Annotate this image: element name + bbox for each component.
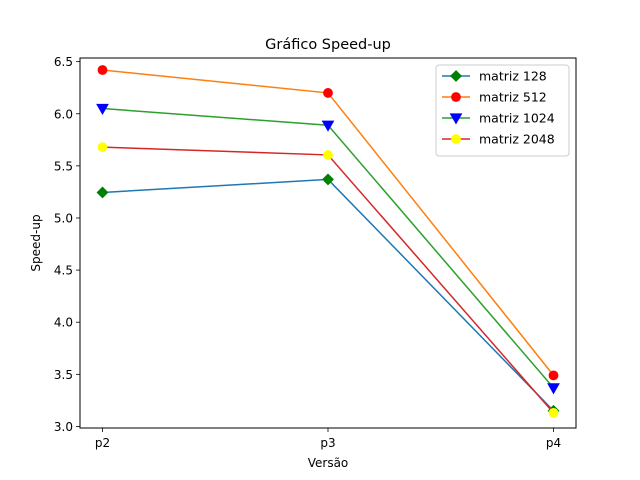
legend-marker-matriz-512 <box>451 92 461 102</box>
y-tick-label-6-0: 6.0 <box>54 107 73 121</box>
data-point-matriz-128-p2 <box>96 186 109 199</box>
y-axis: 3.0 3.5 4.0 4.5 5.0 5.5 6.0 6.5 <box>54 55 80 434</box>
data-point-matriz-128-p3 <box>322 173 334 186</box>
y-axis-label: Speed-up <box>29 214 43 271</box>
legend-item-matriz-1024: matriz 1024 <box>442 111 555 126</box>
data-point-matriz-2048-p4 <box>548 407 559 418</box>
x-axis: p2 p3 p4 <box>95 428 561 450</box>
legend-item-matriz-512: matriz 512 <box>442 90 547 105</box>
legend-label-matriz-512: matriz 512 <box>479 90 547 105</box>
legend-marker-matriz-2048 <box>451 134 461 144</box>
x-tick-label-p2: p2 <box>95 436 110 450</box>
data-point-matriz-512-p3 <box>323 88 333 98</box>
legend-label-matriz-128: matriz 128 <box>479 69 547 84</box>
y-tick-label-3-0: 3.0 <box>54 420 73 434</box>
y-tick-label-5-5: 5.5 <box>54 159 73 173</box>
x-tick-label-p3: p3 <box>320 436 335 450</box>
data-point-matriz-1024-p4 <box>547 383 560 395</box>
y-tick-label-4-0: 4.0 <box>54 316 73 330</box>
legend: matriz 128 matriz 512 matriz 1024 matriz 20… <box>435 64 570 157</box>
data-point-matriz-1024-p2 <box>96 103 109 116</box>
legend-marker-matriz-1024 <box>449 113 463 125</box>
chart-title: Gráfico Speed-up <box>265 37 391 53</box>
series-matriz-2048 <box>97 142 559 418</box>
legend-item-matriz-2048: matriz 2048 <box>442 132 555 147</box>
legend-label-matriz-2048: matriz 2048 <box>479 132 555 147</box>
y-tick-label-4-5: 4.5 <box>54 264 73 278</box>
plot-area <box>96 65 560 418</box>
data-point-matriz-2048-p3 <box>323 150 333 160</box>
legend-box <box>435 64 570 157</box>
y-tick-label-3-5: 3.5 <box>54 368 73 382</box>
data-point-matriz-512-p2 <box>97 65 108 75</box>
series-matriz-1024 <box>96 103 560 395</box>
legend-item-matriz-128: matriz 128 <box>442 69 547 84</box>
x-axis-label: Versão <box>308 456 349 470</box>
legend-label-matriz-1024: matriz 1024 <box>479 111 555 126</box>
series-matriz-512 <box>97 65 559 381</box>
legend-marker-matriz-128 <box>450 70 462 82</box>
data-point-matriz-512-p4 <box>548 370 559 381</box>
y-tick-label-6-5: 6.5 <box>54 55 73 69</box>
data-point-matriz-2048-p2 <box>97 142 108 153</box>
x-tick-label-p4: p4 <box>546 436 561 450</box>
y-tick-label-5-0: 5.0 <box>54 211 73 225</box>
data-point-matriz-1024-p3 <box>321 120 335 132</box>
